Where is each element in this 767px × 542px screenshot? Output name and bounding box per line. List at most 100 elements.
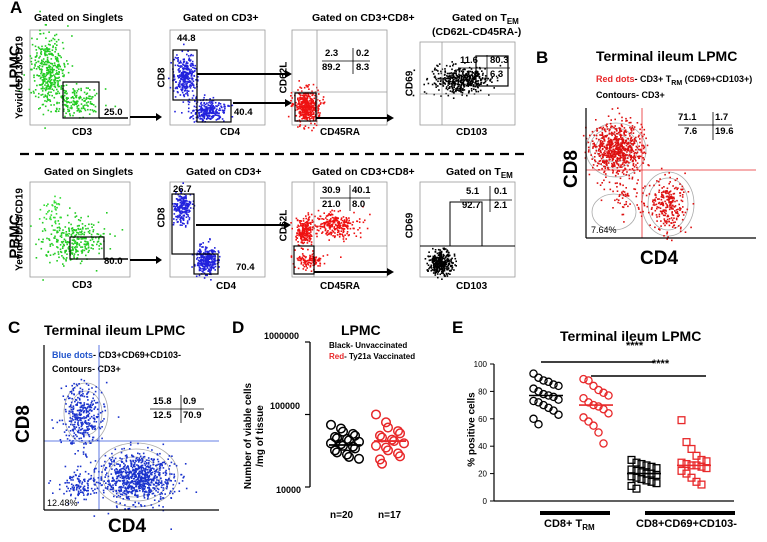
cytometry-dot: [189, 59, 191, 62]
cytometry-dot: [48, 86, 51, 88]
cytometry-dot: [303, 116, 305, 119]
cytometry-dot: [30, 60, 33, 63]
cytometry-dot: [91, 404, 94, 406]
cytometry-dot: [65, 257, 68, 259]
cytometry-dot: [179, 94, 182, 96]
cytometry-dot: [41, 59, 43, 62]
cytometry-dot: [56, 59, 58, 61]
cytometry-dot: [188, 217, 191, 219]
cytometry-dot: [205, 110, 207, 112]
cytometry-dot: [39, 208, 42, 211]
cytometry-dot: [188, 204, 191, 206]
cytometry-dot: [632, 164, 635, 167]
gate-value: 80.0: [104, 256, 123, 267]
cytometry-dot: [299, 220, 302, 222]
cytometry-dot: [46, 85, 48, 87]
cytometry-dot: [303, 239, 306, 241]
cytometry-dot: [345, 238, 347, 240]
cytometry-dot: [364, 219, 366, 222]
cytometry-dot: [57, 253, 60, 255]
cytometry-dot: [634, 188, 637, 191]
cytometry-dot: [54, 222, 57, 225]
cytometry-dot: [211, 117, 214, 119]
cytometry-dot: [182, 204, 184, 206]
cytometry-dot: [44, 63, 47, 66]
cytometry-dot: [180, 72, 183, 75]
cytometry-dot: [74, 400, 76, 403]
cytometry-dot: [444, 70, 446, 73]
cytometry-dot: [68, 245, 70, 248]
cytometry-dot: [299, 107, 302, 110]
cytometry-dot: [173, 58, 176, 61]
cytometry-dot: [303, 223, 305, 225]
cytometry-dot: [476, 74, 479, 76]
cytometry-dot: [90, 406, 93, 409]
cytometry-dot: [432, 73, 435, 75]
cytometry-dot: [56, 44, 58, 46]
cytometry-dot: [75, 215, 78, 217]
cytometry-dot: [446, 72, 449, 75]
cytometry-dot: [338, 226, 340, 229]
cytometry-dot: [636, 155, 639, 158]
cytometry-dot: [67, 110, 69, 113]
cytometry-dot: [619, 166, 622, 168]
cytometry-dot: [68, 250, 71, 252]
cytometry-dot: [440, 251, 443, 254]
panel-c-legend-blue: Blue dots- CD3+CD69+CD103-: [52, 350, 182, 360]
cytometry-dot: [304, 108, 307, 110]
cytometry-dot: [297, 103, 300, 105]
cytometry-dot: [212, 112, 214, 115]
cytometry-dot: [659, 210, 662, 213]
cytometry-dot: [209, 117, 211, 120]
cytometry-dot: [202, 119, 205, 122]
cytometry-dot: [658, 215, 661, 218]
cytometry-dot: [56, 65, 58, 68]
cytometry-dot: [194, 64, 196, 67]
cytometry-dot: [203, 110, 205, 113]
cytometry-dot: [210, 258, 213, 261]
cytometry-dot: [52, 45, 54, 47]
cytometry-dot: [437, 259, 440, 262]
cytometry-dot: [97, 233, 100, 236]
cytometry-dot: [57, 82, 59, 84]
cytometry-dot: [303, 86, 306, 89]
cytometry-dot: [73, 242, 76, 244]
cytometry-dot: [296, 237, 299, 239]
cytometry-dot: [70, 235, 73, 238]
cytometry-dot: [436, 263, 438, 266]
panel-b-legend-contours: Contours- CD3+: [596, 90, 665, 100]
cytometry-dot: [175, 81, 177, 83]
cytometry-dot: [291, 97, 293, 99]
cytometry-dot: [473, 78, 476, 81]
cytometry-dot: [92, 96, 94, 98]
cytometry-dot: [186, 73, 188, 75]
cytometry-dot: [667, 192, 670, 195]
cytometry-dot: [121, 229, 124, 231]
lpmc-tem-plot: [412, 41, 516, 126]
cytometry-dot: [203, 269, 206, 271]
cytometry-dot: [203, 257, 205, 260]
cytometry-dot: [50, 39, 53, 42]
cytometry-dot: [87, 251, 90, 253]
cytometry-dot: [186, 68, 189, 71]
cytometry-dot: [330, 233, 332, 236]
cytometry-dot: [51, 83, 53, 86]
cytometry-dot: [290, 222, 292, 224]
cytometry-dot: [73, 382, 75, 385]
cytometry-dot: [180, 216, 183, 218]
cytometry-dot: [198, 105, 201, 108]
cytometry-dot: [80, 250, 83, 252]
cytometry-dot: [300, 247, 303, 249]
cytometry-dot: [83, 249, 86, 252]
cytometry-dot: [437, 254, 440, 257]
cytometry-dot: [51, 75, 54, 77]
cytometry-dot: [58, 71, 60, 74]
cytometry-dot: [602, 140, 604, 143]
cytometry-dot: [617, 151, 619, 153]
y-axis-label: CD8: [156, 67, 168, 88]
cytometry-dot: [73, 255, 75, 257]
cytometry-dot: [472, 79, 474, 81]
cytometry-dot: [70, 97, 73, 99]
cytometry-dot: [619, 146, 621, 149]
cytometry-dot: [186, 200, 188, 202]
